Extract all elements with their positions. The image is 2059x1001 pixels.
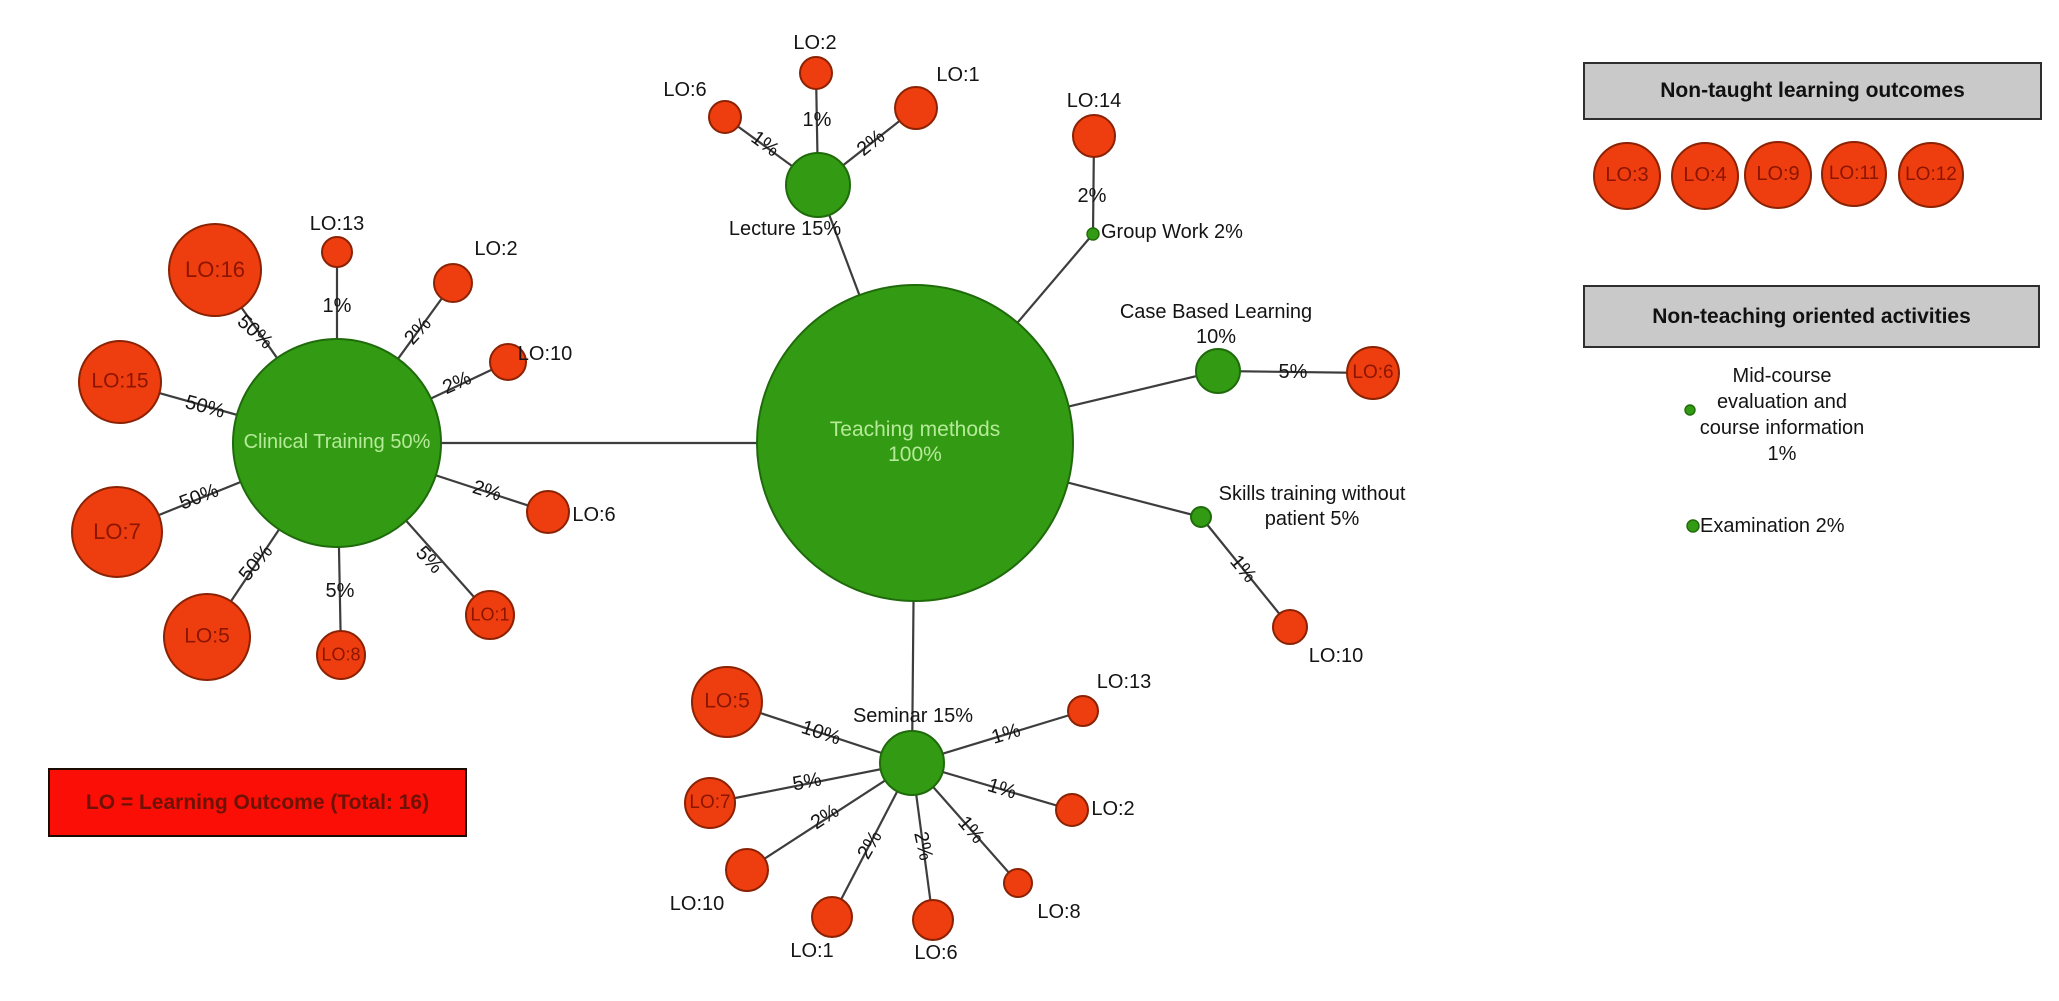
non-teaching-header: Non-teaching oriented activities: [1583, 285, 2040, 348]
c-lo6-node: [526, 490, 570, 534]
c-lo8-node: [316, 630, 366, 680]
groupwork-node: [1086, 227, 1100, 241]
se-lo2-node: [1055, 793, 1089, 827]
seminar-node: [879, 730, 945, 796]
teaching-node: [756, 284, 1074, 602]
non-teaching-header-text: Non-teaching oriented activities: [1652, 304, 1971, 328]
clinical-node: [232, 338, 442, 548]
se-lo13-node: [1067, 695, 1099, 727]
se-lo7-node: [684, 777, 736, 829]
c-lo13-node: [321, 236, 353, 268]
se-lo1-node: [811, 896, 853, 938]
c-lo1-node: [465, 590, 515, 640]
nt-lo12-node: [1898, 142, 1964, 208]
lecture-node: [785, 152, 851, 218]
se-lo6-node: [912, 899, 954, 941]
cbl-node: [1195, 348, 1241, 394]
c-lo10-node: [489, 343, 527, 381]
non-taught-header-text: Non-taught learning outcomes: [1660, 79, 1965, 102]
exam-dot-node: [1686, 519, 1700, 533]
legend: LO = Learning Outcome (Total: 16): [48, 768, 467, 837]
c-lo16-node: [168, 223, 262, 317]
skills-node: [1190, 506, 1212, 528]
se-lo5-node: [691, 666, 763, 738]
se-lo10-node: [725, 848, 769, 892]
cb-lo6-node: [1346, 346, 1400, 400]
non-taught-header: Non-taught learning outcomes: [1583, 62, 2042, 120]
se-lo8-node: [1003, 868, 1033, 898]
c-lo5-node: [163, 593, 251, 681]
edge-skills-s-lo10: [1200, 516, 1291, 628]
nt-lo3-node: [1593, 142, 1661, 210]
l-lo1-node: [894, 86, 938, 130]
c-lo7-node: [71, 486, 163, 578]
midcourse-dot-node: [1684, 404, 1696, 416]
l-lo2-node: [799, 56, 833, 90]
s-lo10-node: [1272, 609, 1308, 645]
nt-lo9-node: [1744, 141, 1812, 209]
c-lo2-node: [433, 263, 473, 303]
legend-text: LO = Learning Outcome (Total: 16): [85, 790, 430, 814]
g-lo14-node: [1072, 114, 1116, 158]
l-lo6-node: [708, 100, 742, 134]
nt-lo4-node: [1671, 142, 1739, 210]
edge-seminar-se-lo7: [709, 761, 913, 805]
nt-lo11-node: [1821, 141, 1887, 207]
c-lo15-node: [78, 340, 162, 424]
